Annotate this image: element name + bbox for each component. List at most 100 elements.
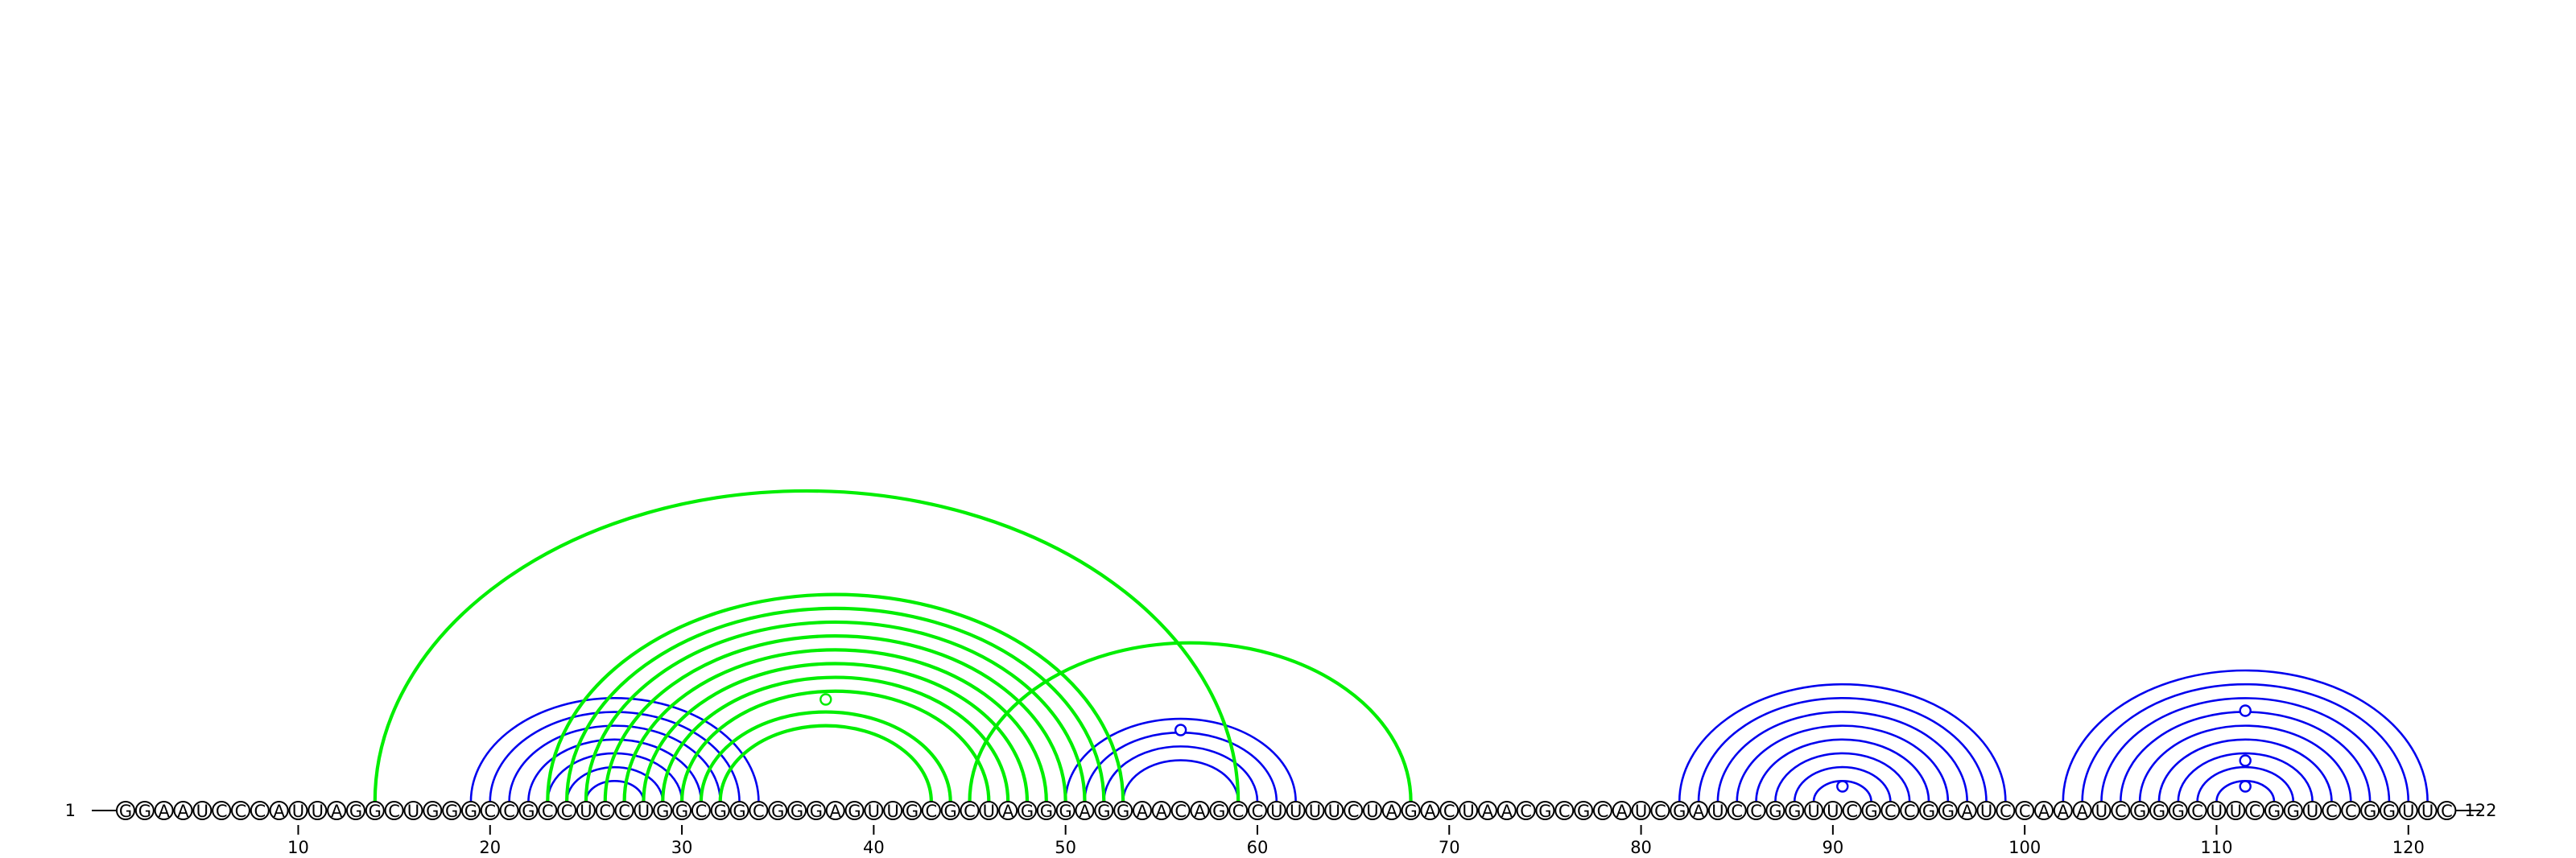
blue-pair-arc-104-119	[2100, 697, 2391, 802]
nucleotide-letter: U	[292, 802, 304, 821]
nucleotide-circle	[1612, 801, 1632, 820]
nucleotide-letter: U	[407, 802, 419, 821]
nucleotide: G	[365, 801, 385, 821]
nucleotide: U	[1804, 801, 1824, 821]
nucleotide-circle	[2091, 801, 2112, 820]
nucleotide-letter: U	[2211, 802, 2223, 821]
nucleotide: G	[1785, 801, 1805, 821]
nucleotide-letter: G	[1577, 802, 1590, 821]
nucleotide-circle	[1286, 801, 1306, 820]
blue-pair-arc-86-95	[1755, 738, 1930, 802]
nucleotide: C	[1880, 801, 1901, 821]
nucleotide-letter: G	[1097, 802, 1110, 821]
nucleotide-circle	[1113, 801, 1133, 820]
nucleotide: U	[1305, 801, 1325, 821]
nucleotide: G	[442, 801, 462, 821]
nucleotide: A	[1420, 801, 1440, 821]
nucleotide-letter: A	[1156, 802, 1168, 821]
green-pair-arc-28-48	[642, 662, 1030, 802]
nucleotide: C	[499, 801, 519, 821]
nucleotide: U	[883, 801, 903, 821]
nucleotide-circle	[864, 801, 884, 820]
blue-pair-arc-88-93	[1793, 765, 1892, 802]
axis-tick-label-90: 90	[1823, 838, 1844, 857]
nucleotide-circle	[1746, 801, 1766, 820]
nucleotide: U	[192, 801, 213, 821]
nucleotide: U	[1459, 801, 1479, 821]
nucleotide-circle	[710, 801, 730, 820]
nucleotide-circle	[2322, 801, 2342, 820]
arcs-layer	[373, 489, 2429, 802]
nucleotide-letter: C	[926, 802, 938, 821]
nucleotide-circle	[423, 801, 443, 820]
axis-tick-label-100: 100	[2008, 838, 2041, 857]
nucleotide: G	[1055, 801, 1075, 821]
nucleotide-letter: G	[1117, 802, 1129, 821]
nucleotide-circle	[1170, 801, 1191, 820]
nucleotide-letter: C	[2326, 802, 2338, 821]
nucleotide-letter: G	[1673, 802, 1686, 821]
nucleotide-circle	[960, 801, 980, 820]
nucleotide-letter: G	[1538, 802, 1551, 821]
nucleotide-letter: A	[1961, 802, 1973, 821]
nucleotide-letter: C	[1252, 802, 1264, 821]
nucleotide-circle	[2207, 801, 2227, 820]
nucleotide-circle	[1919, 801, 1939, 820]
nucleotide: U	[288, 801, 308, 821]
nucleotide: A	[1381, 801, 1402, 821]
axis-tick-label-20: 20	[479, 838, 501, 857]
nucleotide: C	[1344, 801, 1364, 821]
nucleotide: C	[1842, 801, 1862, 821]
nucleotide-letter: U	[2402, 802, 2414, 821]
nucleotide: C	[595, 801, 615, 821]
blue-pair-arc-84-97	[1716, 711, 1968, 802]
nucleotide-circle	[557, 801, 577, 820]
nucleotide-letter: C	[542, 802, 554, 821]
nucleotide-letter: A	[158, 802, 170, 821]
nucleotide-letter: U	[1328, 802, 1340, 821]
nucleotide: C	[1592, 801, 1612, 821]
nucleotide-letter: G	[464, 802, 477, 821]
nucleotide: G	[1094, 801, 1114, 821]
nucleotide-letter: G	[2287, 802, 2300, 821]
nucleotide-circle	[1055, 801, 1075, 820]
blue-pair-arc-53-59	[1121, 759, 1240, 802]
nucleotide-circle	[1228, 801, 1249, 820]
nucleotide-circle	[116, 801, 135, 820]
nucleotide: G	[672, 801, 692, 821]
green-pair-arc-30-46	[679, 689, 991, 802]
nucleotide: C	[1900, 801, 1920, 821]
nucleotide-letter: A	[2058, 802, 2070, 821]
nucleotide: G	[1113, 801, 1133, 821]
nucleotide-circle	[460, 801, 481, 820]
nucleotide: G	[940, 801, 960, 821]
nucleotide-circle	[1401, 801, 1421, 820]
nucleotide-letter: G	[2268, 802, 2281, 821]
nucleotide: A	[269, 801, 289, 821]
nucleotide-letter: G	[733, 802, 745, 821]
nucleotide: G	[2168, 801, 2188, 821]
nucleotide-circle	[538, 801, 558, 820]
nucleotide: G	[710, 801, 730, 821]
nucleotide-circle	[1842, 801, 1862, 820]
nucleotide: C	[1650, 801, 1670, 821]
nucleotide-letter: C	[2441, 802, 2453, 821]
nucleotide: A	[1957, 801, 1977, 821]
nucleotide-letter: C	[254, 802, 266, 821]
nucleotide-letter: C	[2000, 802, 2012, 821]
nucleotide-circle	[1362, 801, 1382, 820]
nucleotide-circle	[230, 801, 250, 820]
blue-pair-arc-25-28	[584, 780, 645, 802]
nucleotide-circle	[749, 801, 769, 820]
nucleotide: A	[2034, 801, 2054, 821]
nucleotide-letter: C	[216, 802, 228, 821]
nucleotide-circle	[1132, 801, 1152, 820]
nucleotide-circle	[154, 801, 174, 820]
nucleotide: U	[1266, 801, 1286, 821]
nucleotide: C	[691, 801, 711, 821]
nucleotide-letter: C	[503, 802, 515, 821]
nucleotide: A	[327, 801, 347, 821]
nucleotide: C	[212, 801, 232, 821]
nucleotide: A	[1477, 801, 1497, 821]
nucleotide-circle	[1861, 801, 1881, 820]
